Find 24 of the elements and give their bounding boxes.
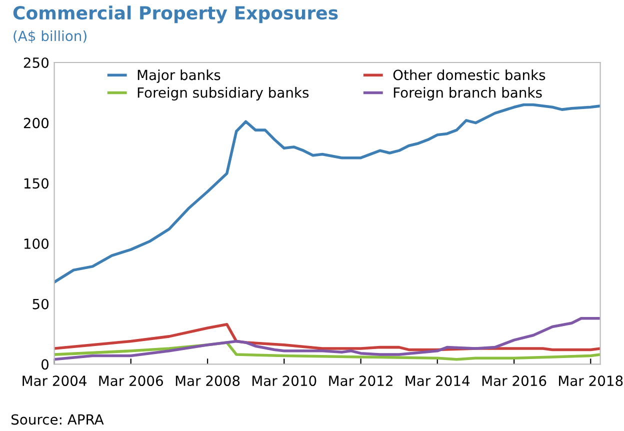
x-tick-label: Mar 2016	[482, 376, 546, 386]
source-note: Source: APRA	[12, 414, 104, 425]
line-series	[54, 341, 600, 361]
x-tick-label: Mar 2006	[99, 376, 163, 386]
x-tick-label: Mar 2004	[22, 376, 86, 386]
y-tick-label: 200	[24, 118, 49, 128]
x-tick-label: Mar 2010	[252, 376, 316, 386]
y-tick-label: 250	[24, 57, 49, 68]
x-tick-label: Mar 2012	[329, 376, 392, 386]
x-tick-label: Mar 2014	[406, 376, 470, 386]
y-tick-label: 50	[32, 298, 49, 310]
chart-title: Commercial Property Exposures	[13, 6, 338, 24]
legend-label: Foreign branch banks	[394, 87, 542, 100]
x-tick-label: Mar 2018	[559, 376, 623, 386]
y-tick-label: 0	[42, 359, 49, 370]
line-series	[54, 103, 600, 284]
y-tick-label: 150	[24, 178, 49, 189]
y-tick-label: 100	[24, 238, 49, 249]
chart-subtitle: (A$ billion)	[14, 30, 86, 43]
legend-label: Other domestic banks	[393, 69, 546, 80]
legend-label: Foreign subsidiary banks	[138, 87, 309, 100]
line-series	[54, 316, 600, 361]
legend-label: Major banks	[138, 69, 220, 83]
x-tick-label: Mar 2008	[176, 376, 240, 386]
